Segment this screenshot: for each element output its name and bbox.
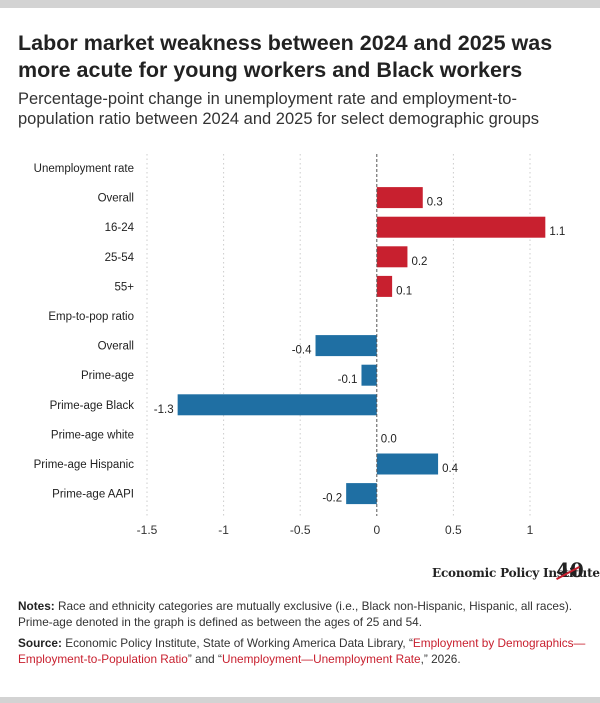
source-text-2: ” and “ <box>187 652 222 666</box>
bar <box>315 335 377 357</box>
bar <box>346 483 377 505</box>
data-label: -0.2 <box>322 493 342 505</box>
bar <box>361 364 377 386</box>
notes: Notes: Race and ethnicity categories are… <box>18 598 586 630</box>
chart-title: Labor market weakness between 2024 and 2… <box>18 31 553 82</box>
category-label: 16-24 <box>105 222 135 234</box>
category-label: Prime-age AAPI <box>52 489 134 501</box>
x-tick-label: -1.5 <box>137 523 158 537</box>
bar <box>376 275 393 297</box>
data-label: -1.3 <box>154 404 174 416</box>
category-label: 25-54 <box>105 252 135 264</box>
x-tick-label: 1 <box>527 523 534 537</box>
source-text-3: ,” 2026. <box>420 652 461 666</box>
data-label: 0.0 <box>381 433 397 445</box>
category-label: Prime-age Hispanic <box>34 459 135 471</box>
top-border <box>0 0 600 8</box>
source-link-employment[interactable]: Employment by Demographics—Employment-to… <box>18 636 586 666</box>
bar <box>376 246 408 268</box>
category-label: Prime-age Black <box>50 400 135 412</box>
data-label: 0.4 <box>442 463 459 475</box>
source-label: Source: <box>18 636 62 650</box>
bottom-border <box>0 697 600 703</box>
bar-chart: -1.5 -1 -0.5 0 0.5 1 Unemployment rate Overall 0… <box>34 154 565 537</box>
bar <box>376 453 439 475</box>
bar <box>376 216 546 238</box>
notes-label: Notes: <box>18 599 55 613</box>
data-label: -0.4 <box>292 345 312 357</box>
category-label: Emp-to-pop ratio <box>48 311 134 323</box>
source: Source: Economic Policy Institute, State… <box>18 635 586 667</box>
category-label: Overall <box>98 193 134 205</box>
data-label: 0.2 <box>411 256 427 268</box>
category-label: 55+ <box>114 281 134 293</box>
source-link-unemployment[interactable]: Unemployment—Unemployment Rate <box>221 652 421 666</box>
category-label: Overall <box>98 341 134 353</box>
x-tick-label: 0 <box>373 523 380 537</box>
data-label: 1.1 <box>549 226 565 238</box>
data-label: 0.3 <box>427 197 443 209</box>
bar <box>376 187 423 209</box>
category-label: Prime-age white <box>51 429 134 441</box>
data-label: 0.1 <box>396 285 412 297</box>
data-label: -0.1 <box>338 374 358 386</box>
bar <box>177 394 377 416</box>
x-tick-label: 0.5 <box>445 523 462 537</box>
source-text-1: Economic Policy Institute, State of Work… <box>61 636 413 650</box>
category-label: Prime-age <box>81 370 134 382</box>
x-tick-label: -1 <box>218 523 229 537</box>
notes-text: Race and ethnicity categories are mutual… <box>18 599 573 629</box>
chart-subtitle: Percentage-point change in unemployment … <box>18 90 540 128</box>
category-label: Unemployment rate <box>34 163 134 175</box>
x-tick-label: -0.5 <box>290 523 311 537</box>
